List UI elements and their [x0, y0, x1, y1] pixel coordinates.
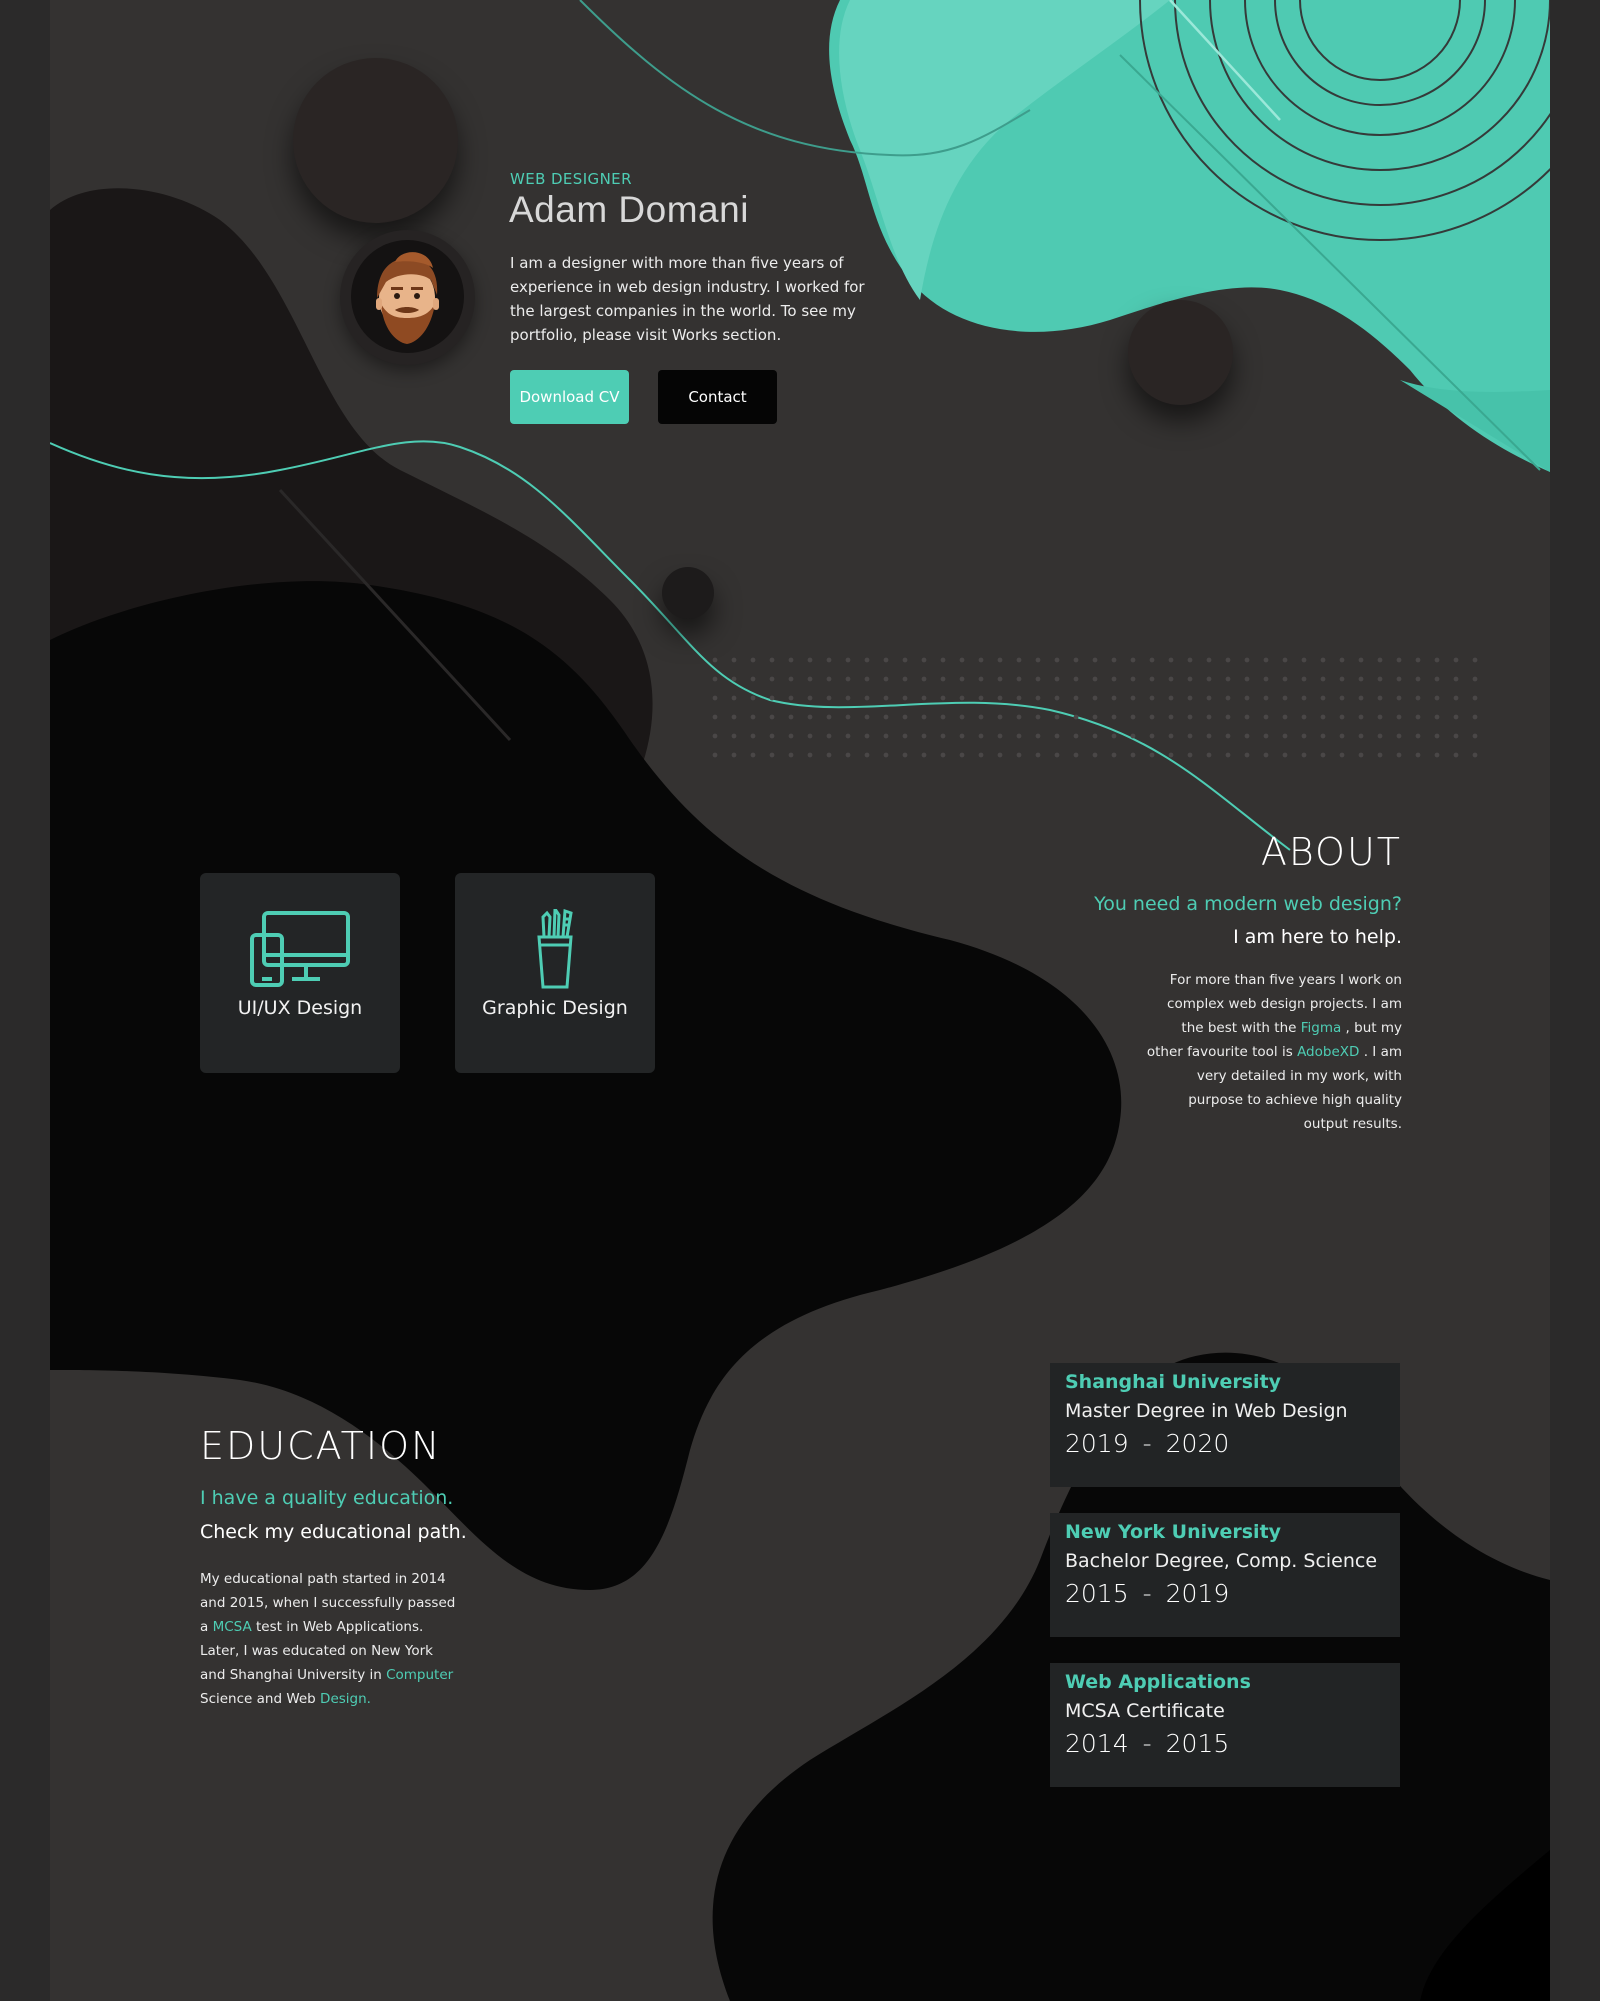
adobexd-link[interactable]: AdobeXD	[1297, 1044, 1360, 1060]
design-link[interactable]: Design.	[320, 1691, 371, 1707]
education-title: EDUCATION	[200, 1424, 442, 1468]
year-end: 2020	[1165, 1429, 1230, 1458]
download-cv-button[interactable]: Download CV	[510, 370, 629, 424]
decor-circle	[293, 58, 458, 223]
page: WEB DESIGNER Adam Domani I am a designer…	[50, 0, 1550, 2001]
education-school: Web Applications	[1065, 1671, 1251, 1693]
education-text: My educational path started in 2014 and …	[200, 1567, 460, 1711]
education-tagline: I have a quality education.	[200, 1487, 454, 1509]
dot-grid	[712, 657, 1478, 758]
year-start: 2014	[1065, 1729, 1129, 1758]
hero-bio: I am a designer with more than five year…	[510, 254, 865, 344]
about-text-part: , but my other favourite tool is	[1146, 1020, 1402, 1060]
year-start: 2019	[1065, 1429, 1129, 1458]
education-subtitle: Check my educational path.	[200, 1521, 467, 1543]
education-years: 2015-2019	[1065, 1579, 1230, 1608]
education-card: Shanghai University Master Degree in Web…	[1050, 1363, 1400, 1487]
education-years: 2019-2020	[1065, 1429, 1230, 1458]
hero-role: WEB DESIGNER	[510, 170, 632, 188]
year-end: 2019	[1165, 1579, 1230, 1608]
computer-link[interactable]: Computer	[386, 1667, 454, 1683]
avatar	[351, 240, 464, 353]
service-card-graphic[interactable]: Graphic Design	[455, 873, 655, 1073]
about-text: For more than five years I work on compl…	[1142, 968, 1402, 1136]
figma-link[interactable]: Figma	[1300, 1020, 1342, 1036]
pencil-cup-icon	[537, 909, 573, 989]
education-text-part: test in Web Applications. Later, I was e…	[200, 1619, 433, 1683]
contact-button[interactable]: Contact	[658, 370, 777, 424]
about-subtitle: I am here to help.	[1233, 926, 1402, 948]
education-text-part: My educational path started in 2014 and …	[200, 1571, 456, 1635]
devices-icon	[250, 911, 350, 987]
year-end: 2015	[1165, 1729, 1230, 1758]
about-text-part: For more than five years I work on compl…	[1167, 972, 1402, 1036]
education-card: New York University Bachelor Degree, Com…	[1050, 1513, 1400, 1637]
concentric-rings	[1139, 0, 1550, 241]
education-school: Shanghai University	[1065, 1371, 1282, 1393]
education-degree: Bachelor Degree, Comp. Science	[1065, 1550, 1378, 1572]
year-start: 2015	[1065, 1579, 1129, 1608]
bearded-man-icon	[376, 252, 439, 344]
mcsa-link[interactable]: MCSA	[212, 1619, 252, 1635]
education-school: New York University	[1065, 1521, 1282, 1543]
service-label: UI/UX Design	[237, 997, 363, 1019]
hero-name: Adam Domani	[509, 189, 749, 230]
service-card-uiux[interactable]: UI/UX Design	[200, 873, 400, 1073]
education-degree: MCSA Certificate	[1065, 1700, 1225, 1722]
education-years: 2014-2015	[1065, 1729, 1230, 1758]
about-text-part: . I am very detailed in my work, with pu…	[1188, 1044, 1402, 1132]
black-blob	[50, 581, 1122, 1590]
service-label: Graphic Design	[482, 997, 628, 1019]
education-degree: Master Degree in Web Design	[1065, 1400, 1348, 1422]
education-card: Web Applications MCSA Certificate 2014-2…	[1050, 1663, 1400, 1787]
about-title: ABOUT	[1260, 830, 1402, 874]
about-tagline: You need a modern web design?	[1094, 893, 1402, 915]
education-text-part: Science and Web	[200, 1691, 321, 1707]
decor-circle	[1128, 300, 1233, 405]
decor-circle	[662, 567, 714, 619]
